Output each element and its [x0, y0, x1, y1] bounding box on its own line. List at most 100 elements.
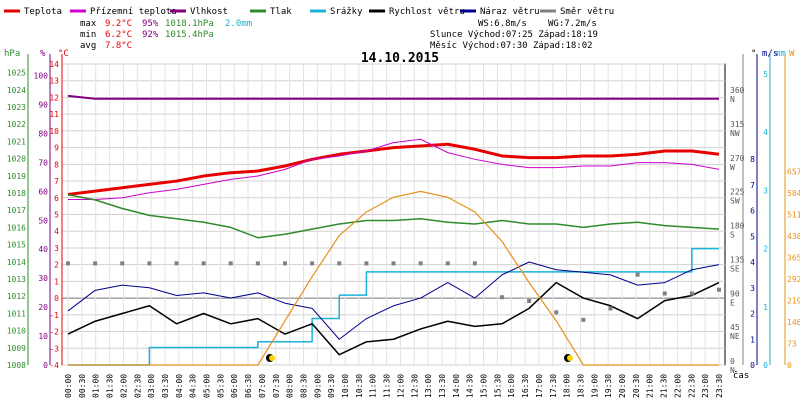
humidity-tick: 70 [38, 158, 48, 167]
pressure-tick: 1025 [7, 69, 26, 78]
direction-letter: NE [730, 332, 740, 341]
x-tick-label: 04:30 [189, 374, 198, 398]
series-sm-r-v-tru-point [364, 261, 369, 266]
temp-tick: 5 [54, 211, 59, 220]
temp-tick: 2 [54, 261, 59, 270]
wind-tick: 8 [750, 155, 755, 164]
rain-tick: 5 [763, 70, 768, 79]
direction-tick: 90 [730, 289, 740, 298]
max-temp: 9.2°C [105, 19, 132, 29]
series-sm-r-v-tru-point [581, 317, 586, 322]
solar-tick: 219 [787, 297, 800, 306]
x-tick-label: 00:30 [78, 374, 87, 398]
x-tick-label: 15:00 [480, 374, 489, 398]
x-tick-label: 13:30 [438, 374, 447, 398]
series-sm-r-v-tru-point [255, 261, 260, 266]
direction-letter: S [730, 231, 735, 240]
temp-tick: 1 [54, 277, 59, 286]
min-label: min [80, 30, 96, 40]
x-tick-label: 06:00 [230, 374, 239, 398]
x-tick-label: 03:30 [161, 374, 170, 398]
temp-tick: 11 [49, 110, 59, 119]
moon-info: Měsíc Východ:07:30 Západ:18:02 [430, 41, 593, 51]
wind-tick: 1 [750, 335, 755, 344]
solar-tick: 584 [787, 189, 800, 198]
astro-info: WS:6.8m/s WG:7.2m/s Slunce Východ:07:25 … [430, 19, 598, 51]
x-tick-label: 22:00 [673, 374, 682, 398]
direction-tick: 45 [730, 323, 740, 332]
direction-tick: 135 [730, 255, 745, 264]
direction-tick: 270 [730, 154, 745, 163]
x-tick-label: 20:00 [618, 374, 627, 398]
x-tick-label: 18:00 [563, 374, 572, 398]
temp-tick: 12 [49, 93, 59, 102]
series-sm-r-v-tru-point [228, 261, 233, 266]
x-tick-label: 13:00 [424, 374, 433, 398]
series-sm-r-v-tru-point [500, 295, 504, 300]
series-tlak [67, 193, 720, 239]
direction-tick: 360 [730, 86, 745, 95]
humidity-tick: 50 [38, 216, 48, 225]
pressure-tick: 1014 [7, 258, 26, 267]
legend-label: Přízemní teplota [90, 7, 177, 17]
legend: Teplota Přízemní teplota Vlhkost Tlak Srážky… [4, 7, 614, 17]
solar-tick: 365 [787, 254, 800, 263]
series-n-raz-v-tru [67, 261, 720, 340]
max-press: 1018.1hPa [165, 19, 214, 29]
x-axis-label: čas [733, 370, 749, 381]
rain-tick: 1 [763, 303, 768, 312]
legend-label: Náraz větru [480, 7, 540, 17]
min-hum: 92% [142, 30, 159, 40]
direction-tick: 315 [730, 120, 745, 129]
series-sr-ky [68, 247, 719, 366]
series-sm-r-v-tru-point [93, 261, 98, 266]
x-tick-label: 08:00 [286, 374, 295, 398]
temp-tick: -1 [49, 311, 59, 320]
x-tick-label: 18:30 [576, 374, 585, 398]
w-header: W [789, 49, 795, 59]
x-tick-label: 12:00 [396, 374, 405, 398]
x-tick-label: 11:00 [369, 374, 378, 398]
series-sm-r-v-tru-point [391, 261, 396, 266]
series-layer [66, 94, 721, 366]
series-sm-r-v-tru-point [608, 306, 613, 311]
series-sm-r-v-tru-point [66, 261, 70, 266]
sun-info: Slunce Východ:07:25 Západ:18:19 [430, 30, 598, 40]
pressure-tick: 1012 [7, 292, 26, 301]
min-press: 1015.4hPa [165, 30, 214, 40]
pressure-tick: 1009 [7, 344, 26, 353]
legend-label: Rychlost větru [389, 7, 465, 17]
direction-letter: SW [730, 197, 740, 206]
temp-tick: 0 [54, 294, 59, 303]
series-p-zemn-teplota [68, 138, 720, 200]
x-tick-label: 15:30 [493, 374, 502, 398]
series-sm-r-v-tru-point [662, 291, 667, 296]
hpa-header: hPa [4, 49, 20, 59]
humidity-tick: 0 [43, 361, 48, 370]
direction-letter: W [730, 163, 735, 172]
wind-tick: 5 [750, 232, 755, 241]
series-sm-r-v-tru-point [527, 299, 532, 304]
solar-tick: 292 [787, 275, 800, 284]
x-tick-label: 09:30 [327, 374, 336, 398]
wind-tick: 3 [750, 284, 755, 293]
solar-tick: 73 [787, 340, 797, 349]
x-tick-label: 16:00 [507, 374, 516, 398]
solar-tick: 146 [787, 318, 800, 327]
pressure-tick: 1016 [7, 223, 26, 232]
sunset-marker-icon [564, 354, 573, 362]
rain-tick: 4 [763, 128, 768, 137]
chart-title: 14.10.2015 [361, 51, 439, 66]
series-sm-r-v-tru-point [635, 272, 640, 277]
legend-label: Teplota [24, 7, 62, 17]
axes: 1008100910101011101210131014101510161017… [7, 54, 800, 375]
pressure-tick: 1019 [7, 172, 26, 181]
x-axis-ticks: 00:00 00:30 01:00 01:30 02:00 02:30 03:00 03:30… [64, 374, 724, 398]
direction-tick: 225 [730, 188, 745, 197]
series-sm-r-v-tru-point [201, 261, 206, 266]
series-sm-r-v-tru-point [689, 291, 694, 296]
x-tick-label: 19:00 [590, 374, 599, 398]
series-sm-r-v-tru-point [337, 261, 342, 266]
avg-temp: 7.8°C [105, 41, 132, 51]
